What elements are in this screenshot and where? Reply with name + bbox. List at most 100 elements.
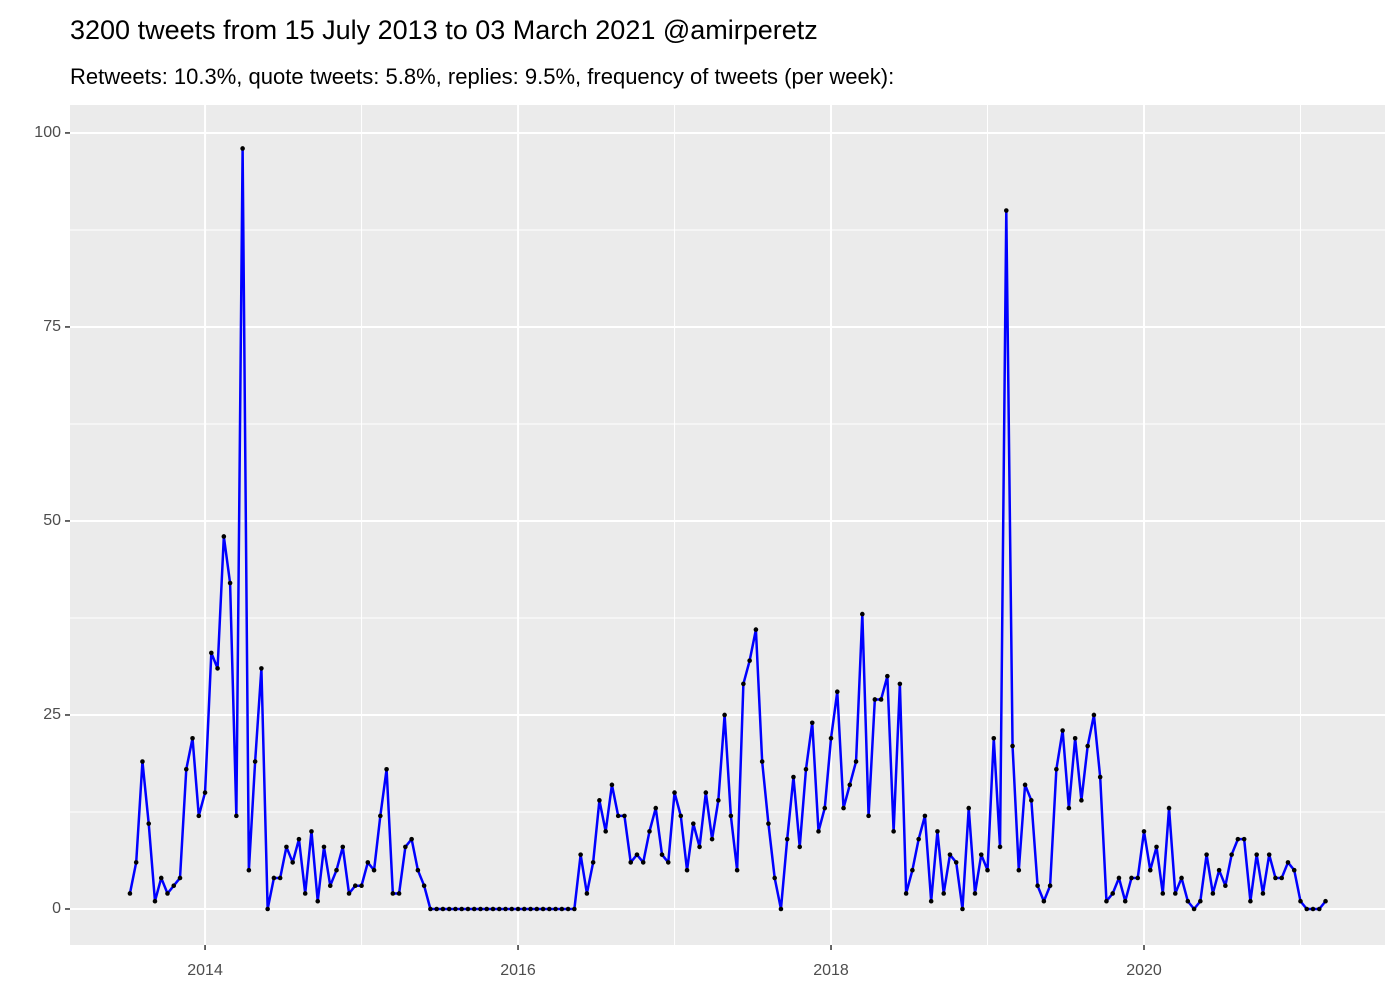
point xyxy=(1016,867,1022,873)
point xyxy=(146,821,152,826)
point xyxy=(1223,883,1228,889)
point xyxy=(1204,852,1209,857)
point xyxy=(928,898,934,904)
point xyxy=(396,891,402,896)
point xyxy=(1072,735,1078,741)
point xyxy=(1210,891,1216,896)
point xyxy=(966,805,972,811)
point xyxy=(1273,875,1278,881)
point xyxy=(997,844,1003,850)
point xyxy=(960,906,965,912)
point xyxy=(828,735,834,741)
point xyxy=(640,860,646,865)
point xyxy=(284,844,289,850)
point xyxy=(177,875,183,881)
point xyxy=(603,829,608,834)
point xyxy=(716,798,721,803)
point xyxy=(897,681,903,687)
point xyxy=(872,697,878,702)
point xyxy=(440,906,446,912)
line xyxy=(128,147,1327,911)
point xyxy=(972,891,978,896)
point xyxy=(772,875,777,881)
point xyxy=(1185,898,1191,904)
point xyxy=(1060,728,1065,733)
point xyxy=(678,813,684,819)
point xyxy=(672,790,677,795)
point xyxy=(609,782,615,788)
point xyxy=(659,852,665,857)
point xyxy=(1147,867,1153,873)
point xyxy=(403,844,408,850)
point xyxy=(709,836,715,842)
point xyxy=(509,906,515,912)
point xyxy=(409,836,414,842)
point xyxy=(1304,906,1310,912)
point xyxy=(327,883,333,889)
point xyxy=(565,906,571,912)
point xyxy=(234,813,239,819)
point xyxy=(1298,898,1303,904)
point xyxy=(741,681,746,687)
point xyxy=(415,867,421,873)
point xyxy=(446,906,452,912)
point xyxy=(459,906,464,912)
point xyxy=(615,813,621,819)
point xyxy=(841,805,846,811)
point xyxy=(315,898,321,904)
point xyxy=(922,813,928,819)
point xyxy=(221,534,227,539)
point xyxy=(321,844,327,850)
point xyxy=(665,860,671,865)
point xyxy=(190,735,195,741)
point xyxy=(1091,712,1097,718)
point xyxy=(340,844,346,850)
chart-subtitle: Retweets: 10.3%, quote tweets: 5.8%, rep… xyxy=(70,64,894,89)
point xyxy=(1316,906,1322,912)
point xyxy=(196,813,202,819)
point xyxy=(471,906,477,912)
point xyxy=(1166,805,1172,811)
point xyxy=(515,906,521,912)
point xyxy=(434,906,439,912)
point xyxy=(215,666,220,671)
point xyxy=(265,906,270,912)
point xyxy=(866,813,871,819)
point xyxy=(227,580,233,586)
point xyxy=(1229,852,1234,857)
point xyxy=(209,650,214,656)
x-tick-label: 2020 xyxy=(1126,962,1162,979)
point xyxy=(1003,208,1009,213)
point xyxy=(553,906,558,912)
point xyxy=(384,767,389,772)
point xyxy=(728,813,734,819)
point xyxy=(1054,767,1059,772)
point xyxy=(809,720,815,726)
point xyxy=(684,867,690,873)
point xyxy=(140,759,145,764)
point xyxy=(259,666,264,671)
point xyxy=(346,891,352,896)
point xyxy=(547,906,552,912)
point xyxy=(1160,891,1166,896)
point xyxy=(978,852,984,857)
point xyxy=(1291,867,1297,873)
point xyxy=(1097,774,1103,780)
point xyxy=(1191,906,1197,912)
point xyxy=(296,836,302,842)
point xyxy=(1079,798,1084,803)
point xyxy=(428,906,433,912)
point xyxy=(628,860,634,865)
point xyxy=(240,146,245,151)
point xyxy=(165,891,170,896)
point xyxy=(778,906,784,912)
point xyxy=(1104,898,1109,904)
y-tick-label: 100 xyxy=(34,124,61,141)
point xyxy=(1116,875,1122,881)
point xyxy=(290,860,295,865)
point xyxy=(791,774,796,780)
point xyxy=(271,875,277,881)
point xyxy=(935,829,940,834)
